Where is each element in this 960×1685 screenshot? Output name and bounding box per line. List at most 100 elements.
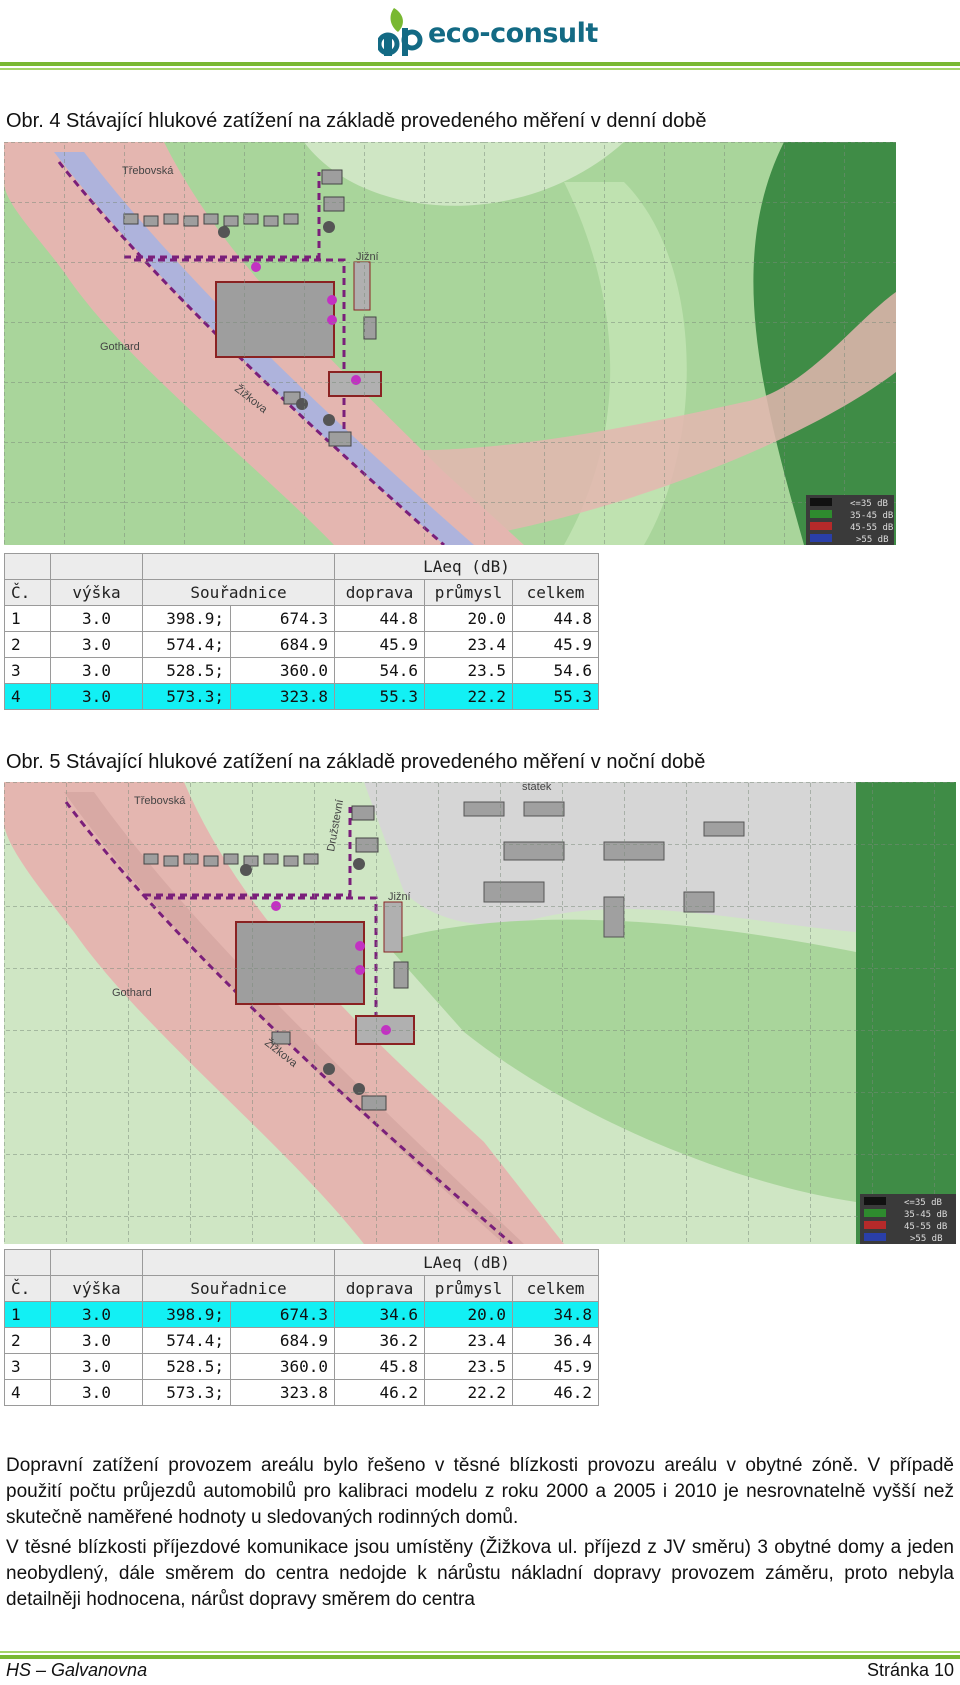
cell-coord-y: 674.3 (230, 605, 335, 632)
cell-total: 34.8 (512, 1301, 599, 1328)
header-rule-thin (0, 68, 960, 70)
svg-text:>55 dB: >55 dB (856, 535, 889, 545)
cell-total: 54.6 (512, 657, 599, 684)
col-header-coordinates: Souřadnice (142, 579, 335, 606)
cell-traffic: 54.6 (334, 657, 425, 684)
table-row: 3 3.0 528.5; 360.0 54.6 23.5 54.6 (4, 657, 599, 684)
cell-height: 3.0 (50, 683, 143, 710)
cell-industry: 22.2 (424, 1379, 513, 1406)
cell-coord-y: 323.8 (230, 1379, 335, 1406)
col-header-height: výška (50, 1275, 143, 1302)
cell-total: 55.3 (512, 683, 599, 710)
svg-text:Třebovská: Třebovská (122, 165, 174, 177)
cell-coord-x: 528.5; (142, 657, 231, 684)
group-header-laeq: LAeq (dB) (334, 553, 599, 580)
cell-coord-y: 360.0 (230, 1353, 335, 1380)
cell-height: 3.0 (50, 1301, 143, 1328)
cell-coord-x: 528.5; (142, 1353, 231, 1380)
table-row-selected: 1 3.0 398.9; 674.3 34.6 20.0 34.8 (4, 1301, 599, 1328)
logo-text: eco-consult (428, 18, 598, 49)
paragraph-access-road: V těsné blízkosti příjezdové komunikace … (6, 1537, 954, 1610)
svg-text:35-45 dB: 35-45 dB (850, 511, 893, 521)
body-text: Dopravní zatížení provozem areálu bylo ř… (6, 1453, 954, 1613)
cell-industry: 23.5 (424, 657, 513, 684)
col-header-industry: průmysl (424, 1275, 513, 1302)
cell-no: 3 (4, 1353, 51, 1380)
svg-text:Třebovská: Třebovská (134, 795, 186, 807)
cell-industry: 23.4 (424, 631, 513, 658)
group-header-laeq: LAeq (dB) (334, 1249, 599, 1276)
cell-coord-y: 684.9 (230, 631, 335, 658)
cell-height: 3.0 (50, 657, 143, 684)
col-header-no: Č. (4, 1275, 51, 1302)
svg-text:45-55 dB: 45-55 dB (850, 523, 893, 533)
cell-traffic: 45.9 (334, 631, 425, 658)
col-header-traffic: doprava (334, 579, 425, 606)
cell-no: 4 (4, 683, 51, 710)
svg-text:statek: statek (522, 782, 552, 793)
col-header-total: celkem (512, 1275, 599, 1302)
footer-rule-thin (0, 1651, 960, 1653)
cell-total: 45.9 (512, 631, 599, 658)
table-header-row: Č. výška Souřadnice doprava průmysl celk… (4, 1275, 599, 1302)
cell-coord-y: 360.0 (230, 657, 335, 684)
col-header-industry: průmysl (424, 579, 513, 606)
cell-industry: 20.0 (424, 605, 513, 632)
company-logo: eco-consult (378, 4, 598, 60)
cell-coord-y: 674.3 (230, 1301, 335, 1328)
cell-coord-x: 574.4; (142, 631, 231, 658)
table-header-row: Č. výška Souřadnice doprava průmysl celk… (4, 579, 599, 606)
cell-traffic: 46.2 (334, 1379, 425, 1406)
table-row-selected: 4 3.0 573.3; 323.8 55.3 22.2 55.3 (4, 683, 599, 710)
figure-5-caption: Obr. 5 Stávající hlukové zatížení na zák… (6, 751, 706, 773)
cell-height: 3.0 (50, 605, 143, 632)
svg-text:>55 dB: >55 dB (910, 1234, 943, 1244)
table-row: 1 3.0 398.9; 674.3 44.8 20.0 44.8 (4, 605, 599, 632)
cell-coord-x: 573.3; (142, 683, 231, 710)
table-row: 4 3.0 573.3; 323.8 46.2 22.2 46.2 (4, 1379, 599, 1406)
svg-text:<=35 dB: <=35 dB (904, 1198, 942, 1208)
svg-text:Gothard: Gothard (100, 341, 140, 353)
cell-coord-x: 398.9; (142, 1301, 231, 1328)
table-row: 3 3.0 528.5; 360.0 45.8 23.5 45.9 (4, 1353, 599, 1380)
cell-total: 45.9 (512, 1353, 599, 1380)
cell-no: 4 (4, 1379, 51, 1406)
cell-traffic: 45.8 (334, 1353, 425, 1380)
table-row: 2 3.0 574.4; 684.9 45.9 23.4 45.9 (4, 631, 599, 658)
cell-height: 3.0 (50, 1327, 143, 1354)
svg-text:Jižní: Jižní (356, 251, 379, 263)
cell-no: 2 (4, 631, 51, 658)
results-table-night: LAeq (dB) Č. výška Souřadnice doprava pr… (4, 1249, 599, 1406)
svg-text:35-45 dB: 35-45 dB (904, 1210, 947, 1220)
header-rule (0, 62, 960, 66)
svg-text:<=35 dB: <=35 dB (850, 499, 888, 509)
cell-no: 1 (4, 1301, 51, 1328)
figure-4-caption: Obr. 4 Stávající hlukové zatížení na zák… (6, 110, 707, 132)
noise-map-day: <=35 dB 35-45 dB 45-55 dB >55 dB Třebovs… (4, 142, 896, 545)
svg-text:45-55 dB: 45-55 dB (904, 1222, 947, 1232)
footer-page-number: Stránka 10 (866, 1660, 954, 1680)
cell-total: 46.2 (512, 1379, 599, 1406)
cell-traffic: 34.6 (334, 1301, 425, 1328)
cell-height: 3.0 (50, 1379, 143, 1406)
svg-text:Gothard: Gothard (112, 987, 152, 999)
col-header-no: Č. (4, 579, 51, 606)
cell-traffic: 36.2 (334, 1327, 425, 1354)
paragraph-traffic-load: Dopravní zatížení provozem areálu bylo ř… (6, 1455, 954, 1528)
cell-industry: 20.0 (424, 1301, 513, 1328)
cell-industry: 22.2 (424, 683, 513, 710)
table-group-header-row: LAeq (dB) (4, 553, 599, 580)
cell-coord-x: 573.3; (142, 1379, 231, 1406)
cell-traffic: 55.3 (334, 683, 425, 710)
footer-document-name: HS – Galvanovna (6, 1660, 148, 1680)
cell-no: 1 (4, 605, 51, 632)
cell-industry: 23.4 (424, 1327, 513, 1354)
table-row: 2 3.0 574.4; 684.9 36.2 23.4 36.4 (4, 1327, 599, 1354)
col-header-height: výška (50, 579, 143, 606)
cell-no: 2 (4, 1327, 51, 1354)
cell-coord-x: 398.9; (142, 605, 231, 632)
cell-no: 3 (4, 657, 51, 684)
cell-industry: 23.5 (424, 1353, 513, 1380)
cell-height: 3.0 (50, 631, 143, 658)
col-header-traffic: doprava (334, 1275, 425, 1302)
